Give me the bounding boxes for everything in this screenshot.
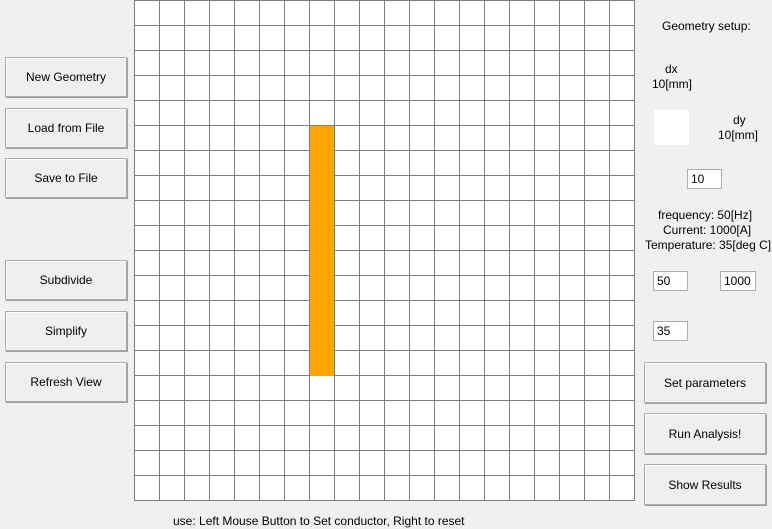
conductor-cell[interactable] [310,276,334,301]
conductor-cell[interactable] [310,251,334,276]
show-results-button[interactable]: Show Results [644,464,766,505]
save-to-file-button[interactable]: Save to File [5,158,127,198]
load-from-file-button[interactable]: Load from File [5,108,127,148]
conductor-cell[interactable] [310,326,334,351]
simplify-button[interactable]: Simplify [5,311,127,351]
dx-label: dx [665,62,678,76]
dy-unit-label: 10[mm] [718,128,759,142]
frequency-label: frequency: 50[Hz] [658,208,753,222]
conductor-cell[interactable] [310,301,334,326]
frequency-input[interactable]: 50 [653,271,688,291]
conductor-cell[interactable] [310,176,334,201]
subdivide-button[interactable]: Subdivide [5,260,127,300]
conductor-cell[interactable] [310,126,334,151]
temperature-input[interactable]: 35 [653,321,688,341]
conductor-cell[interactable] [310,351,334,376]
dx-unit-label: 10[mm] [652,77,693,91]
conductor-cell[interactable] [310,201,334,226]
dx-input[interactable] [654,110,689,145]
current-input[interactable]: 1000 [720,271,756,291]
geometry-setup-title: Geometry setup: [662,19,751,33]
temperature-label: Temperature: 35[deg C] [645,238,772,252]
geometry-grid-canvas[interactable] [134,0,635,501]
status-instructions: use: Left Mouse Button to Set conductor,… [173,514,465,528]
new-geometry-button[interactable]: New Geometry [5,57,127,97]
conductor-cell[interactable] [310,226,334,251]
current-label: Current: 1000[A] [663,223,752,237]
run-analysis-button[interactable]: Run Analysis! [644,413,766,454]
dy-input[interactable]: 10 [687,169,722,189]
dy-label: dy [733,113,746,127]
refresh-view-button[interactable]: Refresh View [5,362,127,402]
conductor-cell[interactable] [310,151,334,176]
set-parameters-button[interactable]: Set parameters [644,362,766,403]
